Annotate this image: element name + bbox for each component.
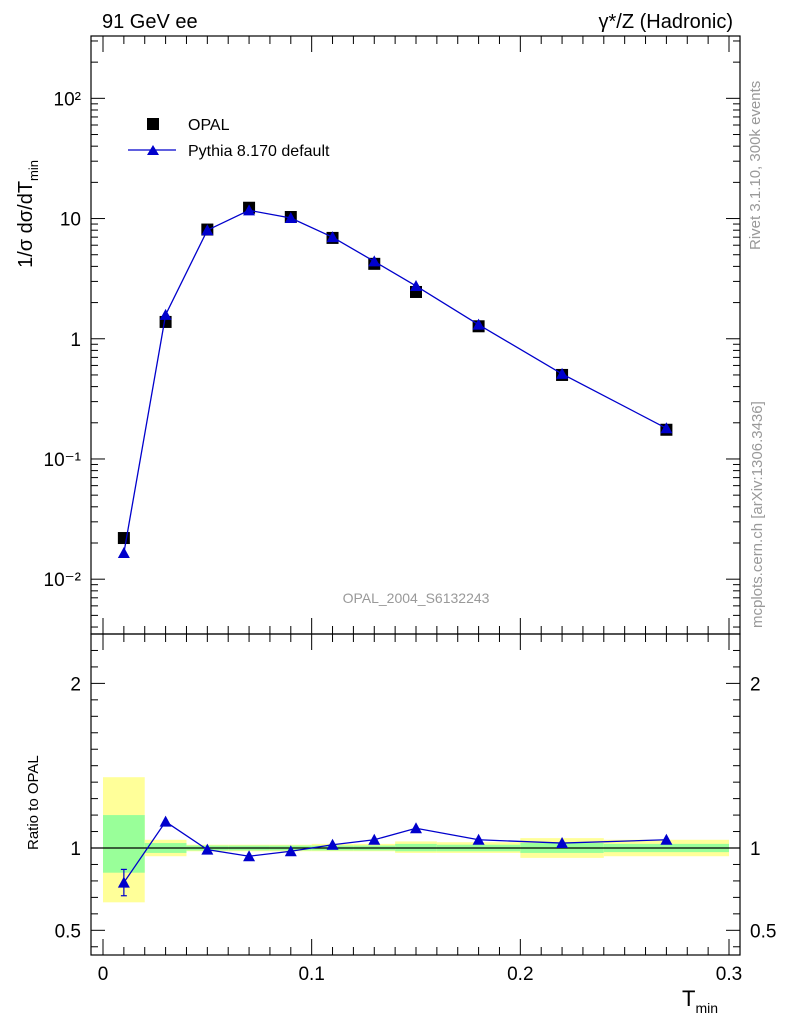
ratio-point-pythia bbox=[410, 822, 422, 834]
legend-data-label: OPAL bbox=[188, 117, 230, 134]
main-y-axis-label-subscript: min bbox=[26, 160, 41, 181]
mcplots-label: mcplots.cern.ch [arXiv:1306.3436] bbox=[749, 401, 766, 628]
y-tick-label: 10⁻¹ bbox=[44, 450, 82, 471]
mc-point-pythia bbox=[410, 279, 422, 291]
x-axis-label: Tmin bbox=[682, 986, 718, 1016]
ratio-point-pythia bbox=[660, 833, 673, 845]
mc-point-pythia bbox=[326, 231, 339, 243]
legend-mc-marker bbox=[147, 145, 159, 155]
mc-point-pythia bbox=[660, 422, 673, 434]
header-left: 91 GeV ee bbox=[102, 11, 198, 33]
ratio-point-pythia bbox=[117, 876, 130, 888]
ratio-y-tick-label-left: 0.5 bbox=[55, 921, 81, 942]
ratio-point-pythia bbox=[368, 833, 381, 845]
ratio-y-tick-label-left: 2 bbox=[70, 674, 81, 695]
ratio-panel: 0 0.1 0.2 0.3 0.5 0.5 1 1 2 2 bbox=[55, 633, 776, 985]
ratio-point-pythia bbox=[243, 850, 256, 862]
x-tick-label: 0.3 bbox=[716, 964, 742, 985]
mc-point-pythia bbox=[368, 255, 381, 267]
legend-mc-label: Pythia 8.170 default bbox=[188, 143, 330, 160]
ratio-point-pythia bbox=[201, 843, 214, 855]
ratio-frame bbox=[90, 633, 741, 956]
mc-point-pythia bbox=[117, 547, 130, 559]
mc-point-pythia bbox=[243, 204, 256, 216]
mc-point-pythia bbox=[472, 318, 485, 330]
legend: OPAL Pythia 8.170 default bbox=[128, 117, 330, 160]
header-right: γ*/Z (Hadronic) bbox=[599, 11, 733, 33]
ratio-y-tick-label-right: 2 bbox=[750, 674, 761, 695]
legend-data-marker bbox=[147, 118, 159, 130]
ratio-point-pythia bbox=[159, 815, 172, 827]
x-axis-label-text: T bbox=[682, 986, 695, 1011]
ratio-point-pythia bbox=[556, 837, 569, 849]
y-tick-label: 10² bbox=[54, 89, 81, 110]
mc-point-pythia bbox=[159, 308, 172, 320]
y-tick-label: 10 bbox=[60, 210, 81, 231]
ratio-y-tick-label-right: 1 bbox=[750, 839, 761, 860]
ratio-point-pythia bbox=[326, 838, 339, 850]
ratio-y-tick-label-left: 1 bbox=[70, 839, 81, 860]
x-tick-label: 0.1 bbox=[298, 964, 324, 985]
mc-line-pythia bbox=[123, 209, 667, 554]
x-tick-label: 0.2 bbox=[507, 964, 533, 985]
ratio-point-pythia bbox=[284, 845, 297, 857]
mc-point-pythia bbox=[556, 367, 569, 379]
ratio-y-tick-label-right: 0.5 bbox=[750, 921, 776, 942]
x-axis-label-subscript: min bbox=[695, 1000, 718, 1016]
mc-point-pythia bbox=[284, 212, 297, 224]
main-y-axis-label-text: 1/σ dσ/dT bbox=[15, 181, 37, 268]
analysis-watermark: OPAL_2004_S6132243 bbox=[343, 590, 490, 606]
main-y-axis-label: 1/σ dσ/dTmin bbox=[15, 160, 41, 268]
data-point-opal bbox=[117, 532, 130, 545]
rivet-label: Rivet 3.1.10, 300k events bbox=[747, 81, 764, 250]
ratio-band-inner bbox=[103, 815, 145, 873]
y-tick-label: 10⁻² bbox=[44, 570, 82, 591]
y-tick-label: 1 bbox=[70, 330, 81, 351]
mc-point-pythia bbox=[201, 224, 214, 236]
ratio-point-pythia bbox=[472, 833, 485, 845]
ratio-y-axis-label: Ratio to OPAL bbox=[25, 755, 42, 850]
x-tick-label: 0 bbox=[98, 964, 109, 985]
